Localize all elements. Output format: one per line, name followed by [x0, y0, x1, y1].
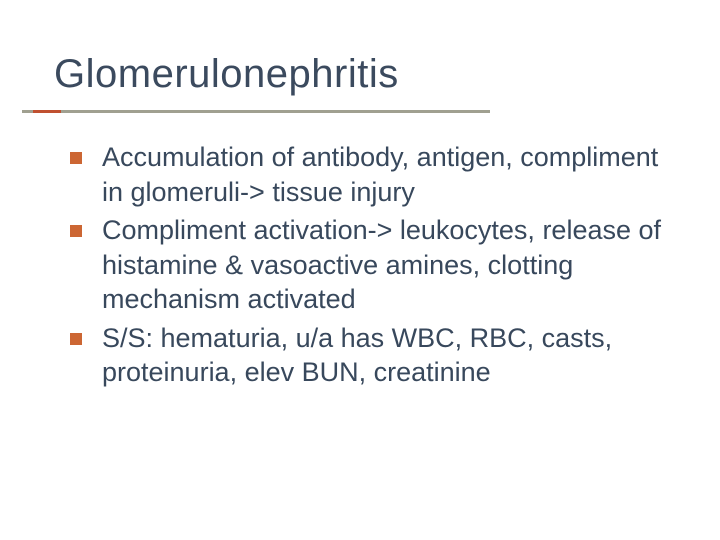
bullet-text: S/S: hematuria, u/a has WBC, RBC, casts,… [102, 321, 670, 390]
square-bullet-icon [70, 152, 82, 164]
list-item: S/S: hematuria, u/a has WBC, RBC, casts,… [70, 321, 670, 390]
underline-gray [22, 110, 490, 113]
body-content: Accumulation of antibody, antigen, compl… [70, 140, 670, 394]
title-wrap: Glomerulonephritis [54, 52, 399, 96]
slide-title: Glomerulonephritis [54, 52, 399, 96]
list-item: Accumulation of antibody, antigen, compl… [70, 140, 670, 209]
square-bullet-icon [70, 333, 82, 345]
bullet-text: Compliment activation-> leukocytes, rele… [102, 213, 670, 317]
underline-accent [33, 110, 61, 113]
bullet-text: Accumulation of antibody, antigen, compl… [102, 140, 670, 209]
list-item: Compliment activation-> leukocytes, rele… [70, 213, 670, 317]
slide: Glomerulonephritis Accumulation of antib… [0, 0, 720, 540]
title-underline [22, 110, 490, 114]
square-bullet-icon [70, 225, 82, 237]
